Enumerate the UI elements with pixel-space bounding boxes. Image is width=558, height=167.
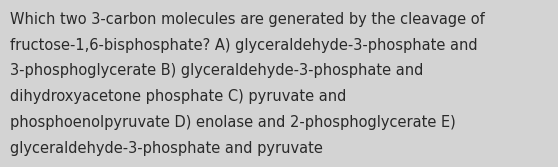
Text: glyceraldehyde-3-phosphate and pyruvate: glyceraldehyde-3-phosphate and pyruvate <box>10 141 323 156</box>
Text: 3-phosphoglycerate B) glyceraldehyde-3-phosphate and: 3-phosphoglycerate B) glyceraldehyde-3-p… <box>10 63 424 78</box>
Text: dihydroxyacetone phosphate C) pyruvate and: dihydroxyacetone phosphate C) pyruvate a… <box>10 89 347 104</box>
Text: phosphoenolpyruvate D) enolase and 2-phosphoglycerate E): phosphoenolpyruvate D) enolase and 2-pho… <box>10 115 456 130</box>
Text: Which two 3-carbon molecules are generated by the cleavage of: Which two 3-carbon molecules are generat… <box>10 12 485 27</box>
Text: fructose-1,6-bisphosphate? A) glyceraldehyde-3-phosphate and: fructose-1,6-bisphosphate? A) glyceralde… <box>10 38 478 53</box>
